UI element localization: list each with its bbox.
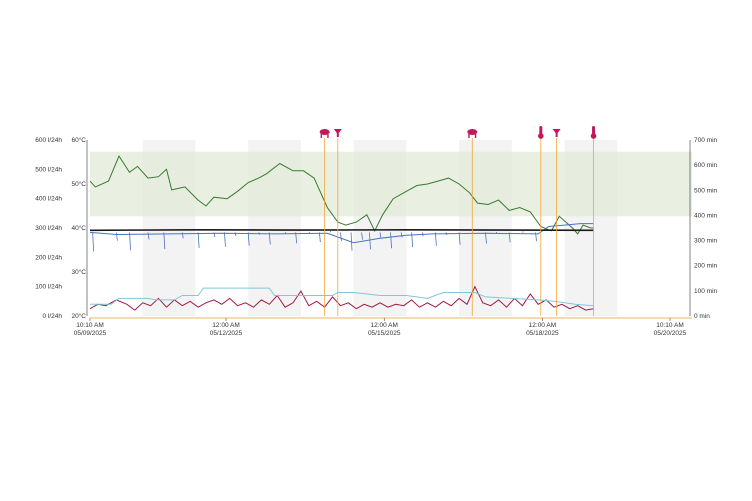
blue-dip-mark [535,232,537,242]
x-tick-time: 12:00 AM [529,322,556,329]
blue-dip-mark [163,232,166,250]
temperature-tick-label: 40°C [71,224,86,232]
x-tick-date: 05/15/2025 [368,330,401,337]
right-axis: 0 min 100 min 200 min 300 min 400 min 500 min… [689,137,718,320]
blue-dip-mark [129,232,131,251]
series-lightblue-line [90,287,594,307]
x-tick-date: 05/18/2025 [526,330,559,337]
flow-tick-label: 200 l/24h [35,254,62,261]
blue-dip-mark [434,232,437,246]
cow-icon[interactable] [467,129,478,138]
temperature-tick-label: 50°C [71,180,86,188]
blue-dip-mark [247,232,250,246]
x-tick-time: 10:10 AM [656,322,683,329]
blue-dip-mark [361,232,363,240]
blue-dip-mark [295,232,298,244]
blue-dip-mark [508,232,511,243]
thermometer-icon[interactable] [590,126,597,139]
x-tick-time: 12:00 AM [370,322,397,329]
minutes-tick-label: 700 min [694,137,718,144]
minutes-tick-label: 600 min [694,162,718,169]
thermometer-icon[interactable] [538,126,544,139]
blue-dip-mark [522,231,524,233]
x-tick-time: 12:00 AM [212,322,239,329]
blue-dip-mark [421,232,424,237]
x-tick-time: 10:10 AM [76,322,103,329]
hoof-icon[interactable] [552,129,561,137]
series-black-line [89,228,594,232]
blue-dip-mark [268,232,271,245]
flow-tick-label: 500 l/24h [35,166,62,173]
minutes-tick-label: 100 min [694,288,718,295]
minutes-tick-label: 300 min [694,238,718,245]
series-red-line [89,285,594,311]
blue-dip-mark [350,232,353,251]
flow-tick-label: 600 l/24h [35,137,62,144]
left-axes: 0 l/24h 100 l/24h 200 l/24h 300 l/24h 400 l/… [35,136,88,320]
blue-dip-mark [445,232,448,236]
flow-tick-label: 100 l/24h [35,284,62,291]
blue-dip-mark [181,232,184,239]
blue-dip-mark [340,232,342,241]
blue-dip-mark [379,232,382,239]
blue-dip-mark [329,230,332,233]
blue-dip-mark [115,232,118,241]
x-tick-date: 05/20/2025 [654,330,687,337]
hoof-icon[interactable] [333,129,342,137]
series-layer [89,155,594,311]
minutes-tick-label: 0 min [694,313,710,320]
flow-tick-label: 300 l/24h [35,225,62,232]
temperature-tick-label: 20°C [71,312,86,320]
blue-dip-mark [92,232,95,252]
minutes-tick-label: 500 min [694,187,718,194]
blue-dip-mark [411,232,414,248]
blue-dip-mark [234,232,237,237]
blue-dip-mark [197,232,200,248]
blue-dip-mark [213,232,216,238]
blue-dip-mark [258,232,261,235]
minutes-tick-label: 400 min [694,212,718,219]
blue-dip-mark [400,232,403,238]
minutes-tick-label: 200 min [694,263,718,270]
event-markers [319,126,597,316]
temperature-tick-label: 60°C [71,136,86,144]
blue-dip-mark [390,232,392,249]
flow-tick-label: 400 l/24h [35,196,62,203]
target-range-band [90,151,692,217]
blue-dip-mark [318,232,321,243]
blue-dip-mark [458,232,461,245]
blue-dip-mark [284,232,287,234]
blue-dip-mark [485,232,487,244]
blue-dip-mark [147,232,150,240]
x-tick-date: 05/12/2025 [210,330,243,337]
blue-dip-mark [369,232,371,250]
flow-tick-label: 0 l/24h [42,313,62,320]
cow-icon[interactable] [319,129,330,138]
series-green-line [89,155,594,235]
blue-dip-mark [224,232,226,247]
temperature-tick-label: 30°C [71,268,86,276]
x-tick-date: 05/09/2025 [74,330,107,337]
